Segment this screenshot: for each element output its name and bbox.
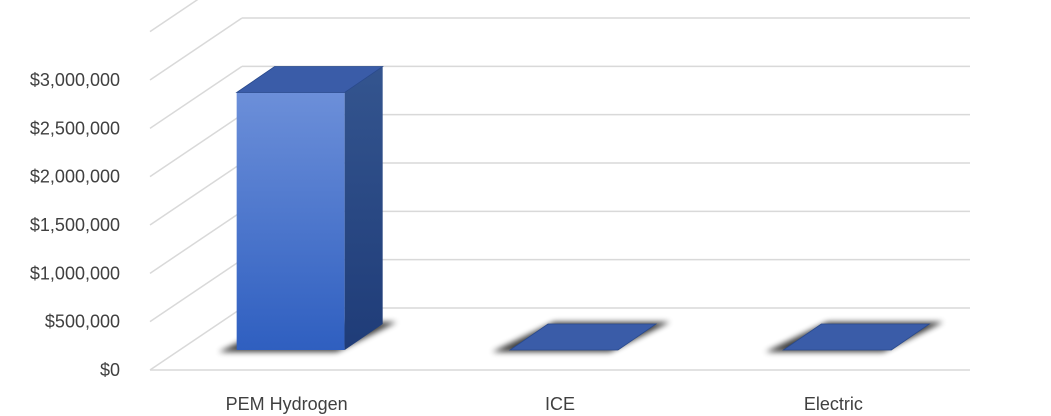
bar-top xyxy=(782,323,931,351)
gridline-wall xyxy=(149,114,243,178)
y-tick-label: $3,000,000 xyxy=(30,70,120,90)
bar-front xyxy=(236,92,345,350)
y-tick-label: $1,000,000 xyxy=(30,263,120,283)
bar-top xyxy=(235,66,384,93)
y-axis: $0 $500,000 $1,000,000 $1,500,000 $2,000,000… xyxy=(30,70,120,380)
x-category-label: PEM Hydrogen xyxy=(226,394,348,414)
x-axis: PEM Hydrogen ICE Electric xyxy=(226,394,863,414)
bar-side xyxy=(344,66,383,350)
bar-top xyxy=(508,323,658,351)
y-tick-label: $1,500,000 xyxy=(30,215,120,235)
y-tick-label: $2,500,000 xyxy=(30,118,120,138)
x-category-label: ICE xyxy=(545,394,575,414)
y-tick-label: $500,000 xyxy=(45,312,120,332)
gridline-wall xyxy=(149,65,243,129)
gridline-wall xyxy=(149,0,199,33)
gridline-wall xyxy=(149,210,243,274)
gridline-wall xyxy=(149,307,243,371)
gridline-wall xyxy=(149,162,243,226)
y-tick-label: $0 xyxy=(100,360,120,380)
gridline-wall xyxy=(149,17,243,81)
bar xyxy=(765,322,944,352)
bar xyxy=(492,322,670,352)
bars xyxy=(218,66,944,352)
x-category-label: Electric xyxy=(804,394,863,414)
y-tick-label: $2,000,000 xyxy=(30,167,120,187)
gridline-wall xyxy=(149,259,243,323)
bar xyxy=(218,66,397,352)
